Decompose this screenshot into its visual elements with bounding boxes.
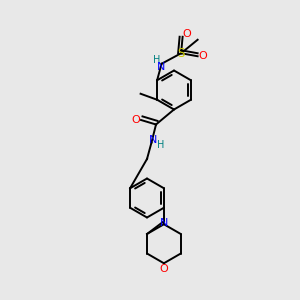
Text: N: N bbox=[149, 135, 157, 145]
Text: O: O bbox=[131, 115, 140, 125]
Text: H: H bbox=[157, 140, 164, 150]
Text: N: N bbox=[157, 62, 165, 72]
Text: H: H bbox=[152, 55, 160, 65]
Text: S: S bbox=[177, 47, 185, 60]
Text: O: O bbox=[183, 29, 191, 39]
Text: N: N bbox=[160, 218, 168, 228]
Text: O: O bbox=[160, 264, 168, 274]
Text: O: O bbox=[199, 51, 207, 61]
